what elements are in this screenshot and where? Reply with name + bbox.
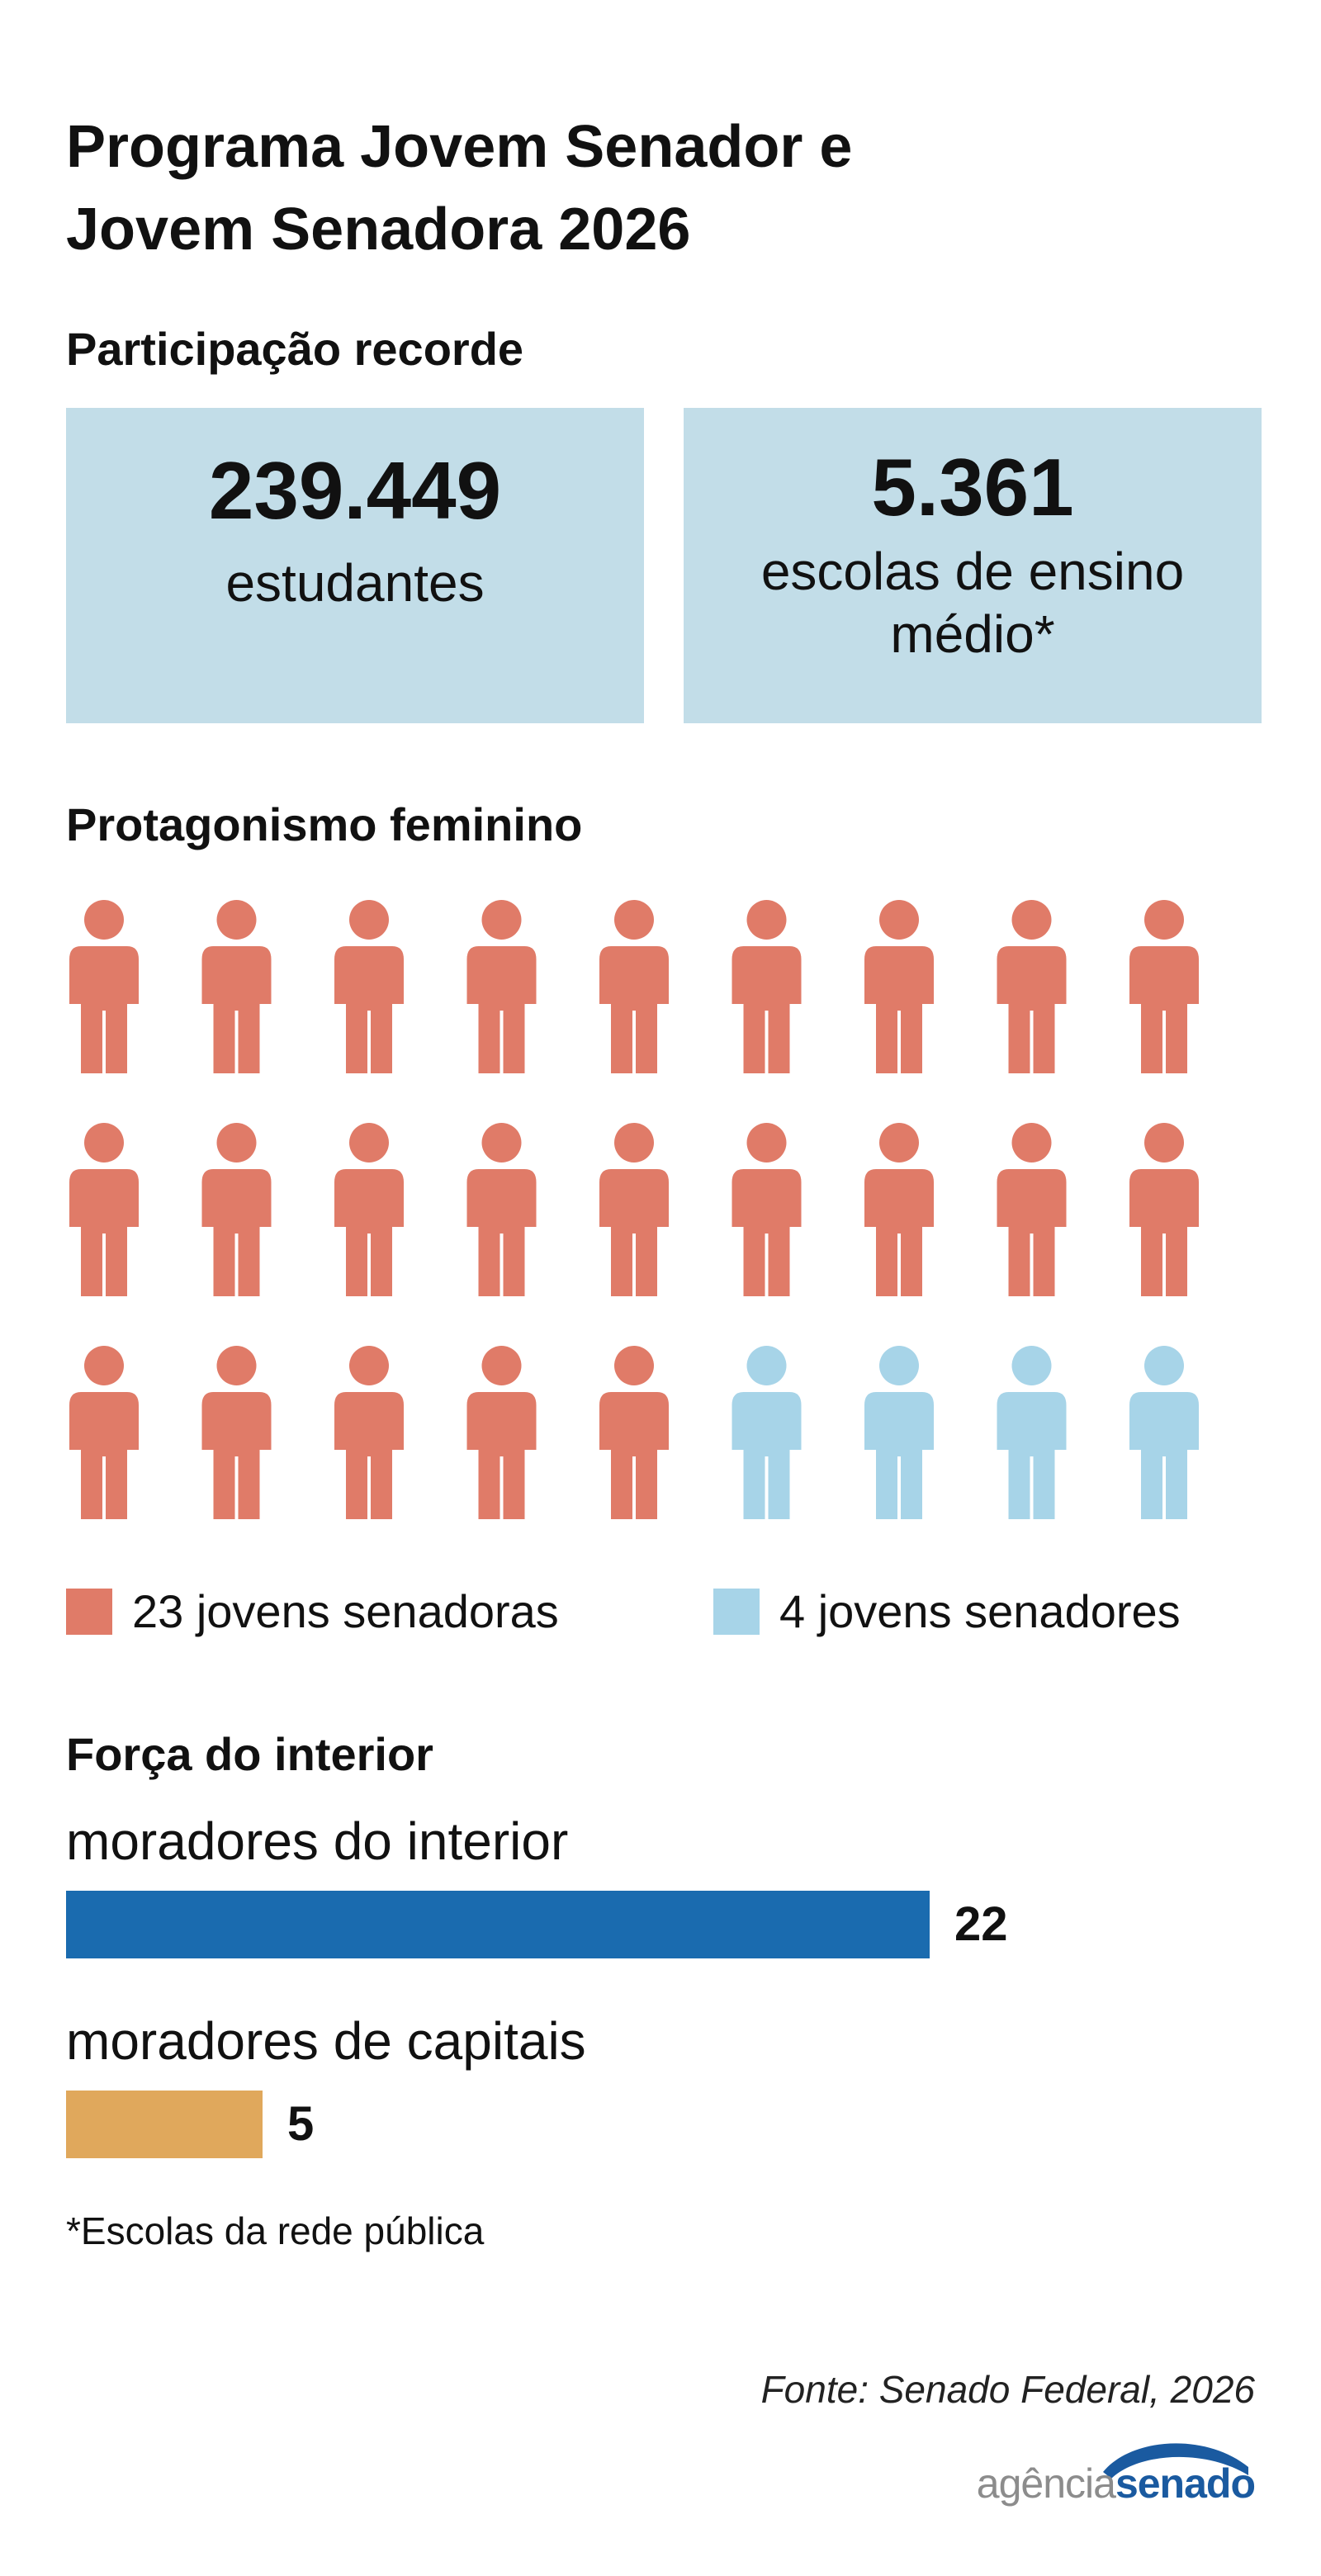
person-icon <box>997 1346 1067 1519</box>
legend-label-senadoras: 23 jovens senadoras <box>132 1585 559 1637</box>
person-icon <box>599 1346 669 1519</box>
logo-text: agênciasenado <box>976 2459 1256 2508</box>
title-line-2: Jovem Senadora 2026 <box>66 197 691 263</box>
logo-arc-icon <box>1103 2443 1248 2479</box>
person-icon <box>466 1346 537 1519</box>
person-icon <box>334 1123 404 1296</box>
person-icon <box>1129 1123 1199 1296</box>
schools-label: escolas de ensino médio* <box>760 542 1185 664</box>
person-icon <box>466 1123 537 1296</box>
schools-value: 5.361 <box>871 442 1074 533</box>
person-icon <box>599 1123 669 1296</box>
logo-text-agencia: agência <box>976 2460 1116 2507</box>
pictogram-title: Protagonismo feminino <box>66 798 583 850</box>
legend-swatch-senadores <box>713 1589 760 1635</box>
bar-capitais <box>66 2091 263 2158</box>
bar-chart-title: Força do interior <box>66 1728 433 1780</box>
agencia-senado-logo: agênciasenado <box>958 2434 1256 2508</box>
person-icon <box>1129 1346 1199 1519</box>
person-icon <box>334 1346 404 1519</box>
person-icon <box>864 900 934 1073</box>
logo-text-senado: senado <box>1115 2460 1256 2507</box>
bar-value-capitais: 5 <box>287 2097 315 2151</box>
students-value: 239.449 <box>208 445 502 536</box>
bar-label-capitais: moradores de capitais <box>66 2011 586 2071</box>
participation-title: Participação recorde <box>66 323 524 375</box>
person-icon <box>334 900 404 1073</box>
person-icon <box>864 1123 934 1296</box>
person-icon <box>466 900 537 1073</box>
person-icon <box>69 1346 139 1519</box>
students-card: 239.449 estudantes <box>66 408 644 723</box>
bar-label-interior: moradores do interior <box>66 1811 569 1871</box>
person-icon <box>201 1346 272 1519</box>
person-icon <box>201 900 272 1073</box>
legend-label-senadores: 4 jovens senadores <box>779 1585 1181 1637</box>
person-icon <box>599 900 669 1073</box>
footnote: *Escolas da rede pública <box>66 2209 485 2252</box>
person-icon <box>732 1123 802 1296</box>
person-icon <box>69 1123 139 1296</box>
bar-interior <box>66 1891 930 1958</box>
person-icon <box>997 900 1067 1073</box>
person-icon <box>732 1346 802 1519</box>
pictogram-chart <box>69 900 1199 1519</box>
schools-card: 5.361 escolas de ensino médio* <box>684 408 1262 723</box>
person-icon <box>69 900 139 1073</box>
person-icon <box>201 1123 272 1296</box>
person-icon <box>1129 900 1199 1073</box>
person-icon <box>997 1123 1067 1296</box>
page-title: Programa Jovem Senador e Jovem Senadora … <box>66 106 1255 271</box>
person-icon <box>864 1346 934 1519</box>
legend-swatch-senadoras <box>66 1589 112 1635</box>
bar-value-interior: 22 <box>954 1897 1008 1951</box>
students-label: estudantes <box>225 553 485 613</box>
title-line-1: Programa Jovem Senador e <box>66 114 853 180</box>
source-note: Fonte: Senado Federal, 2026 <box>760 2368 1255 2411</box>
person-icon <box>732 900 802 1073</box>
